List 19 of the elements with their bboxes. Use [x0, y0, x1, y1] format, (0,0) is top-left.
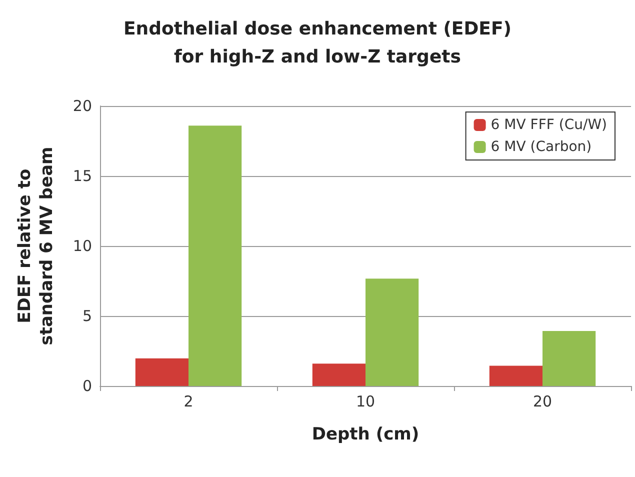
bar: [542, 330, 596, 386]
y-tick-label: 15: [72, 167, 92, 185]
bar: [489, 366, 542, 386]
bar: [135, 358, 188, 386]
x-tick-label: 2: [184, 392, 194, 410]
y-tick-label: 10: [72, 237, 92, 255]
legend-label: 6 MV (Carbon): [490, 139, 592, 155]
x-axis-title: Depth (cm): [312, 424, 420, 444]
chart-title: Endothelial dose enhancement (EDEF) for high-Z and low-Z targets: [124, 18, 512, 68]
y-tick-label: 20: [72, 97, 92, 115]
x-tick-label: 10: [356, 392, 376, 410]
y-tick-label: 5: [82, 307, 92, 325]
bar: [188, 126, 242, 386]
x-tick-label: 20: [532, 392, 552, 410]
y-tick-label: 0: [82, 377, 92, 395]
y-axis-title: EDEF relative to standard 6 MV beam: [15, 146, 57, 346]
bar: [312, 364, 366, 386]
legend-label: 6 MV FFF (Cu/W): [490, 117, 608, 133]
bar: [366, 278, 419, 386]
